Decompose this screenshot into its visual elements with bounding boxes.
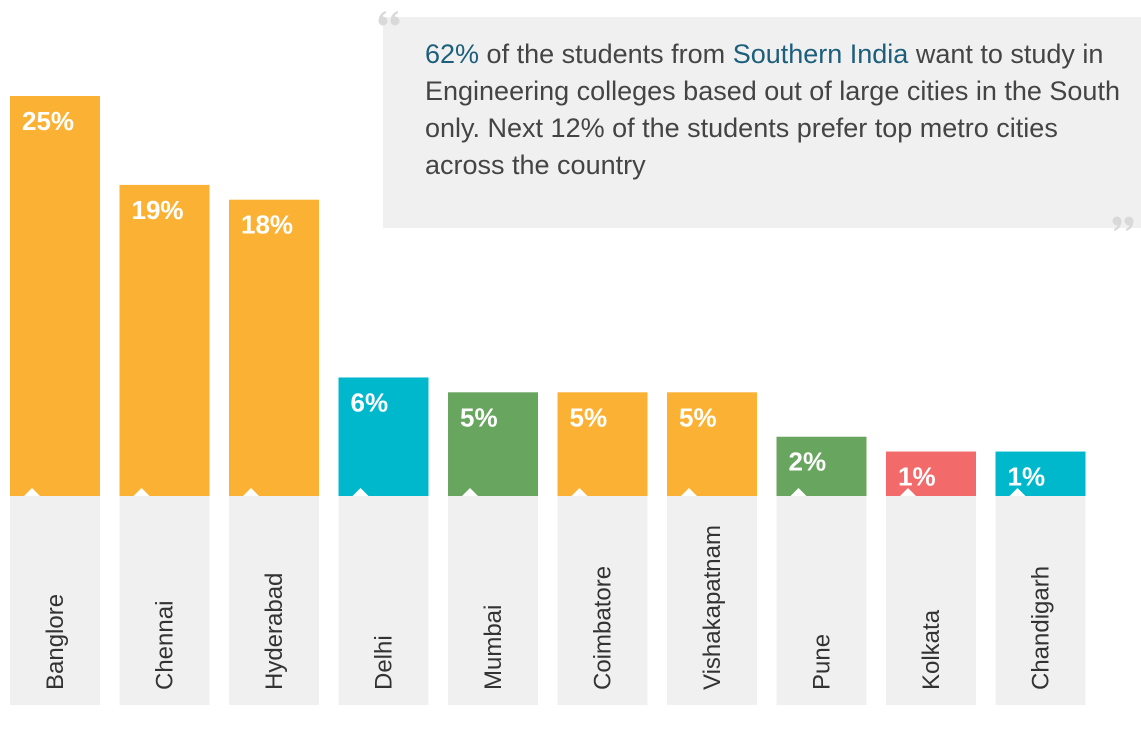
- notch: [681, 488, 697, 496]
- category-label: Pune: [809, 634, 836, 690]
- label-box: [776, 496, 867, 705]
- notch: [571, 488, 588, 496]
- value-label: 6%: [351, 387, 389, 417]
- category-label: Banglore: [42, 594, 69, 690]
- value-label: 18%: [241, 210, 293, 240]
- label-box: [557, 496, 648, 705]
- value-label: 1%: [1008, 462, 1046, 492]
- label-box: [667, 496, 757, 705]
- bar: [229, 199, 319, 496]
- label-box: [10, 496, 100, 705]
- value-label: 25%: [22, 106, 74, 136]
- label-box: [338, 496, 429, 705]
- label-box: [229, 496, 319, 705]
- category-label: Chennai: [152, 601, 179, 690]
- bar: [448, 392, 538, 496]
- label-box: [119, 496, 210, 705]
- bar: [119, 184, 210, 496]
- annotation-text: Southern India: [732, 39, 909, 69]
- value-label: 2%: [789, 447, 827, 477]
- notch: [352, 488, 369, 496]
- category-label: Chandigarh: [1028, 566, 1055, 690]
- label-box: [995, 496, 1086, 705]
- label-box: [448, 496, 538, 705]
- notch: [1009, 488, 1026, 496]
- notch: [790, 488, 807, 496]
- notch: [133, 488, 150, 496]
- value-label: 1%: [898, 462, 936, 492]
- value-label: 5%: [679, 402, 717, 432]
- value-label: 19%: [132, 195, 184, 225]
- bar: [886, 451, 976, 496]
- annotation-box: [383, 17, 1141, 228]
- annotation-text: of the students from: [479, 39, 733, 69]
- bar: [10, 96, 100, 496]
- bar: [557, 392, 648, 496]
- category-label: Vishakapatnam: [699, 525, 726, 690]
- annotation-text: want to study in Engineering colleges ba…: [425, 39, 1120, 180]
- value-label: 5%: [570, 402, 608, 432]
- annotation: 62% of the students from Southern India …: [425, 36, 1125, 184]
- annotation-text: 62%: [425, 39, 480, 69]
- category-label: Delhi: [371, 635, 398, 690]
- category-label: Coimbatore: [590, 566, 617, 690]
- value-label: 5%: [460, 402, 498, 432]
- bar: [995, 451, 1086, 496]
- quote-open: [378, 11, 400, 26]
- notch: [243, 488, 259, 496]
- notch: [24, 488, 40, 496]
- category-label: Mumbai: [480, 605, 507, 690]
- category-label: Kolkata: [918, 609, 945, 690]
- label-box: [886, 496, 976, 705]
- quote-close: [1112, 216, 1134, 231]
- category-label: Hyderabad: [261, 573, 288, 690]
- notch: [900, 488, 916, 496]
- bar: [776, 436, 867, 496]
- bar: [667, 392, 757, 496]
- bar: [338, 377, 429, 496]
- notch: [462, 488, 478, 496]
